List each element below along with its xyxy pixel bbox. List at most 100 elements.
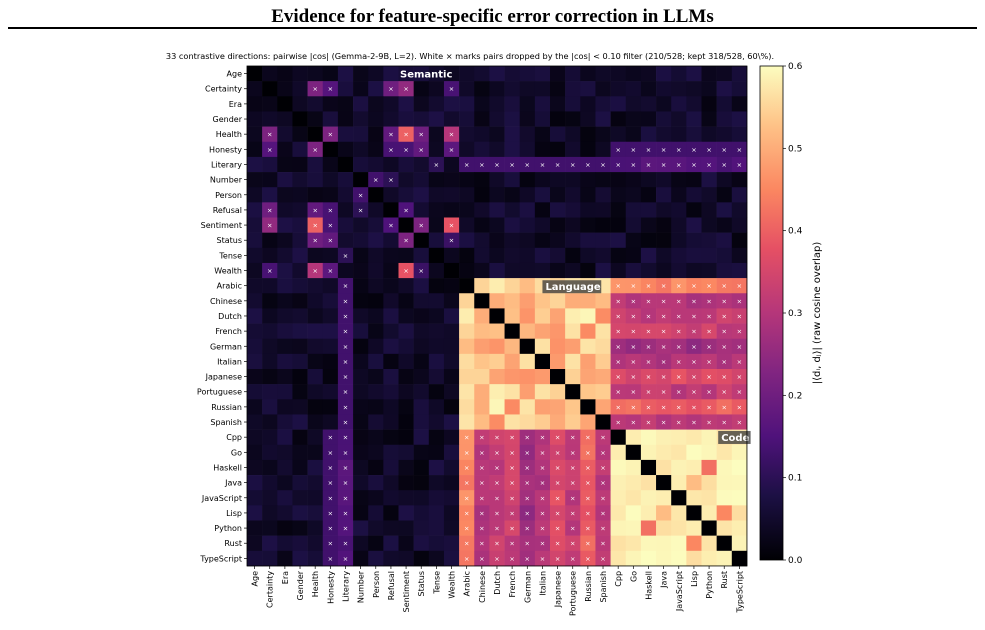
drop-mark: × <box>722 282 727 290</box>
heatmap-cell <box>595 217 611 233</box>
heatmap-cell <box>504 338 520 355</box>
heatmap-cell <box>656 293 672 309</box>
heatmap-cell <box>640 353 657 370</box>
heatmap-cell <box>640 490 657 506</box>
heatmap-cell <box>671 444 687 461</box>
heatmap-cell <box>580 126 596 143</box>
heatmap-cell <box>731 459 748 476</box>
heatmap-cell <box>686 232 702 249</box>
heatmap-cell <box>368 293 384 309</box>
heatmap-cell <box>504 202 520 218</box>
drop-mark: × <box>661 403 666 411</box>
drop-mark: × <box>676 388 681 396</box>
heatmap-cell <box>656 187 672 203</box>
heatmap-cell <box>443 278 460 294</box>
heatmap-cell <box>459 520 475 536</box>
x-tick-label: Chinese <box>478 571 487 603</box>
heatmap-cell <box>459 247 475 264</box>
drop-mark: × <box>479 449 484 457</box>
heatmap-cell <box>656 505 672 521</box>
heatmap-cell <box>504 490 520 506</box>
heatmap-cell <box>337 459 354 476</box>
heatmap-cell <box>413 429 430 446</box>
heatmap-cell <box>504 353 520 370</box>
heatmap-cell <box>353 323 369 339</box>
heatmap-cell <box>580 232 596 249</box>
heatmap-cell <box>701 399 717 415</box>
heatmap-cell <box>550 429 566 446</box>
drop-mark: × <box>388 85 393 93</box>
heatmap-cell <box>580 353 596 370</box>
group-label-semantic: Semantic <box>400 69 452 80</box>
heatmap-cell <box>368 111 384 127</box>
heatmap-cell <box>322 96 339 112</box>
drop-mark: × <box>691 328 696 336</box>
drop-mark: × <box>646 312 651 320</box>
heatmap-cell <box>428 66 445 82</box>
heatmap-cell <box>277 66 293 82</box>
heatmap-cell <box>595 475 611 491</box>
heatmap-cell <box>443 399 460 415</box>
heatmap-cell <box>656 444 672 461</box>
heatmap-cell <box>398 444 414 461</box>
heatmap-cell <box>625 414 642 430</box>
heatmap-cell <box>686 278 702 294</box>
drop-mark: × <box>464 509 469 517</box>
heatmap-cell <box>716 172 733 188</box>
heatmap-cell <box>262 369 278 385</box>
heatmap-cell <box>671 399 687 415</box>
drop-mark: × <box>722 388 727 396</box>
heatmap-cell <box>489 247 505 264</box>
drop-mark: × <box>343 555 348 563</box>
drop-mark: × <box>646 358 651 366</box>
heatmap-cell <box>383 323 399 339</box>
heatmap-cell <box>277 369 293 385</box>
heatmap-cell <box>337 172 354 188</box>
heatmap-cell <box>353 353 369 370</box>
heatmap-cell <box>459 262 475 279</box>
drop-mark: × <box>494 434 499 442</box>
heatmap-cell <box>640 444 657 461</box>
heatmap-cell <box>656 141 672 158</box>
drop-mark: × <box>464 434 469 442</box>
drop-mark: × <box>600 525 605 533</box>
heatmap-cell <box>368 520 384 536</box>
drop-mark: × <box>661 328 666 336</box>
heatmap-cell <box>337 111 354 127</box>
heatmap-cell <box>353 399 369 415</box>
heatmap-cell <box>262 202 278 218</box>
drop-mark: × <box>343 509 348 517</box>
drop-mark: × <box>585 449 590 457</box>
group-label-code: Code <box>721 433 749 444</box>
heatmap-cell <box>686 66 702 82</box>
heatmap-cell <box>353 232 369 249</box>
heatmap-cell <box>353 247 369 264</box>
heatmap-cell <box>413 550 430 567</box>
heatmap-cell <box>550 126 566 143</box>
drop-mark: × <box>676 419 681 427</box>
drop-mark: × <box>706 161 711 169</box>
heatmap-cell <box>383 217 399 233</box>
heatmap-cell <box>428 126 445 143</box>
heatmap-cell <box>428 550 445 567</box>
heatmap-cell <box>595 126 611 143</box>
heatmap-cell <box>640 520 657 536</box>
heatmap-cell <box>716 247 733 264</box>
drop-mark: × <box>328 464 333 472</box>
heatmap-cell <box>686 308 702 324</box>
heatmap-cell <box>337 217 354 233</box>
heatmap-cell <box>443 505 460 521</box>
heatmap-cell <box>337 353 354 370</box>
heatmap-cell <box>519 384 536 400</box>
heatmap-cell <box>398 505 414 521</box>
heatmap-cell <box>428 444 445 461</box>
heatmap-cell <box>398 187 414 203</box>
heatmap-cell <box>550 141 566 158</box>
heatmap-cell <box>489 262 505 279</box>
heatmap-cell <box>656 429 672 446</box>
heatmap-cell <box>504 232 520 249</box>
heatmap-cell <box>640 384 657 400</box>
heatmap-cell <box>443 293 460 309</box>
heatmap-cell <box>686 475 702 491</box>
heatmap-cell <box>686 429 702 446</box>
